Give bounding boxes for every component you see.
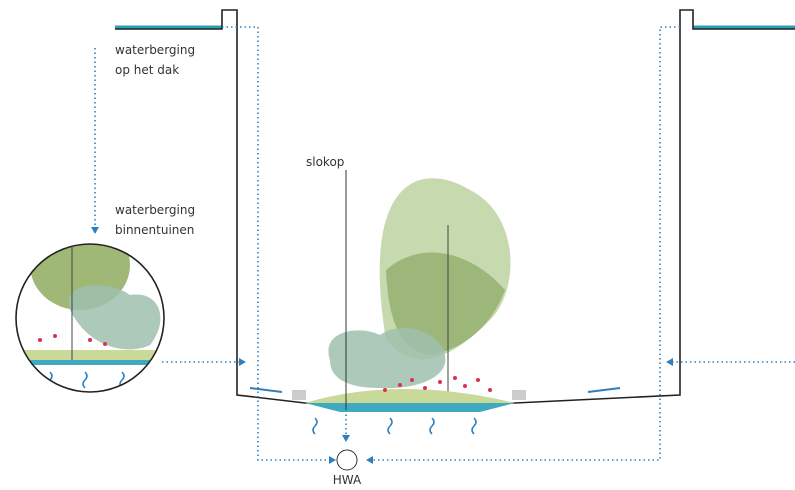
planting-bed — [305, 389, 515, 403]
infiltration — [312, 417, 477, 435]
shrub — [328, 327, 446, 389]
arrow — [366, 456, 373, 464]
label: slokop — [306, 155, 344, 169]
label: waterberging — [115, 203, 195, 217]
arrow — [329, 456, 336, 464]
arrow — [239, 358, 246, 366]
runoff-arrow — [587, 387, 621, 393]
label: HWA — [333, 473, 362, 487]
curb — [512, 390, 526, 400]
label: binnentuinen — [115, 223, 194, 237]
zoom-circle — [15, 243, 165, 393]
arrow — [666, 358, 673, 366]
label: op het dak — [115, 63, 179, 77]
arrow — [91, 227, 99, 234]
flow-line — [372, 26, 680, 461]
label: waterberging — [115, 43, 195, 57]
zoom-detail — [16, 244, 164, 389]
runoff-arrow — [249, 387, 283, 393]
garden-water — [305, 403, 515, 412]
arrow — [342, 435, 350, 442]
flowers — [383, 376, 492, 392]
flow-line — [222, 26, 330, 461]
outlet-pipe — [336, 449, 358, 471]
curb — [292, 390, 306, 400]
